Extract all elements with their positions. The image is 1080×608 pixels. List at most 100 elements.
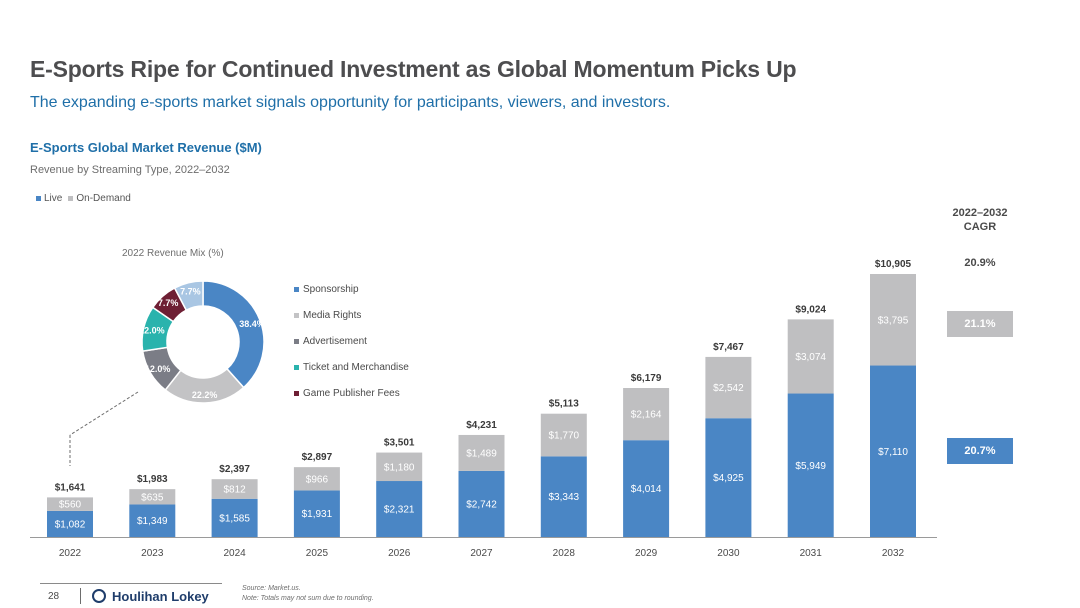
bar-live-2031 xyxy=(787,393,834,537)
bar-label-on-demand-2024: $812 xyxy=(223,484,246,495)
x-tick-2030: 2030 xyxy=(717,548,740,559)
bar-on-demand-2024 xyxy=(211,479,258,499)
bar-total-2026: $3,501 xyxy=(384,438,415,449)
mix-swatch-advertisement xyxy=(294,339,299,344)
bar-on-demand-2028 xyxy=(540,413,587,457)
donut-label-sponsorship: 38.4% xyxy=(239,319,265,329)
cagr-live: 20.7% xyxy=(947,438,1013,464)
bar-total-2022: $1,641 xyxy=(55,482,86,493)
footer-separator xyxy=(80,588,81,604)
donut-slice-sponsorship xyxy=(202,280,265,389)
donut-slice-other xyxy=(173,280,204,312)
bar-live-2028 xyxy=(540,456,587,537)
bar-total-2032: $10,905 xyxy=(875,259,912,270)
mix-swatch-media-rights xyxy=(294,313,299,318)
legend-swatch-live xyxy=(36,196,41,201)
mix-legend-item-media-rights: Media Rights xyxy=(294,309,414,322)
mix-label-publisher-fees: Game Publisher Fees xyxy=(303,388,400,399)
legend-label-live: Live xyxy=(44,193,63,204)
bar-on-demand-2023 xyxy=(129,489,176,505)
bar-label-live-2022: $1,082 xyxy=(55,519,86,530)
page-subtitle: The expanding e-sports market signals op… xyxy=(30,94,671,111)
mix-legend-item-publisher-fees: Game Publisher Fees xyxy=(294,387,414,400)
bar-label-on-demand-2030: $2,542 xyxy=(713,383,744,394)
bar-on-demand-2030 xyxy=(705,356,752,419)
bar-total-2031: $9,024 xyxy=(795,304,826,315)
source-note: Source: Market.us. Note: Totals may not … xyxy=(242,584,374,604)
bar-total-2027: $4,231 xyxy=(466,420,497,431)
chart-legend: Live On-Demand xyxy=(36,193,131,204)
mix-legend-item-advertisement: Advertisement xyxy=(294,335,414,348)
donut-label-media-rights: 22.2% xyxy=(192,390,218,400)
bar-live-2029 xyxy=(623,440,670,537)
x-tick-2025: 2025 xyxy=(306,548,329,559)
bar-label-on-demand-2029: $2,164 xyxy=(631,410,662,421)
chart-subtitle: Revenue by Streaming Type, 2022–2032 xyxy=(30,164,230,176)
x-tick-2032: 2032 xyxy=(882,548,905,559)
mix-legend: Sponsorship Media Rights Advertisement T… xyxy=(294,283,414,413)
bar-live-2023 xyxy=(129,504,176,537)
bar-on-demand-2025 xyxy=(293,467,340,491)
x-tick-2023: 2023 xyxy=(141,548,164,559)
bar-live-2027 xyxy=(458,470,505,537)
x-tick-2024: 2024 xyxy=(223,548,246,559)
bar-label-on-demand-2022: $560 xyxy=(59,500,82,511)
donut-label-advertisement: 12.0% xyxy=(145,364,171,374)
cagr-on-demand: 21.1% xyxy=(947,311,1013,337)
bar-label-live-2031: $5,949 xyxy=(795,461,826,472)
bar-live-2025 xyxy=(293,490,340,537)
brand-logo-icon xyxy=(92,589,106,603)
bar-label-live-2027: $2,742 xyxy=(466,499,497,510)
bar-label-live-2030: $4,925 xyxy=(713,473,744,484)
bar-total-2025: $2,897 xyxy=(302,452,333,463)
bar-label-live-2026: $2,321 xyxy=(384,505,415,516)
bar-total-2023: $1,983 xyxy=(137,474,168,485)
legend-item-live: Live xyxy=(36,193,62,204)
donut-label-other: 7.7% xyxy=(180,287,201,297)
legend-label-on-demand: On-Demand xyxy=(76,193,131,204)
mix-swatch-ticket xyxy=(294,365,299,370)
page-title: E-Sports Ripe for Continued Investment a… xyxy=(30,56,797,82)
donut-label-game-publisher-fees: 7.7% xyxy=(158,298,179,308)
x-tick-2022: 2022 xyxy=(59,548,82,559)
bar-total-2024: $2,397 xyxy=(219,464,250,475)
bar-label-on-demand-2031: $3,074 xyxy=(795,352,826,363)
donut-label-ticket-and-merchandise: 12.0% xyxy=(139,326,165,336)
note-text: Note: Totals may not sum due to rounding… xyxy=(242,595,374,602)
bar-label-live-2029: $4,014 xyxy=(631,484,662,495)
mix-swatch-sponsorship xyxy=(294,287,299,292)
mix-swatch-publisher-fees xyxy=(294,391,299,396)
mix-label-media-rights: Media Rights xyxy=(303,310,362,321)
bar-total-2028: $5,113 xyxy=(549,399,579,410)
bar-on-demand-2032 xyxy=(870,274,916,366)
cagr-total: 20.9% xyxy=(964,257,996,269)
mix-legend-item-sponsorship: Sponsorship xyxy=(294,283,414,296)
bar-label-on-demand-2023: $635 xyxy=(141,492,164,503)
source-text: Source: Market.us. xyxy=(242,585,301,592)
mix-label-ticket: Ticket and Merchandise xyxy=(303,362,409,373)
legend-item-on-demand: On-Demand xyxy=(68,193,131,204)
cagr-header: 2022–2032 CAGR xyxy=(952,207,1008,233)
bar-label-live-2023: $1,349 xyxy=(137,516,168,527)
bar-on-demand-2022 xyxy=(47,497,93,511)
bar-on-demand-2029 xyxy=(623,388,670,441)
bar-label-live-2028: $3,343 xyxy=(549,492,580,503)
bar-label-on-demand-2032: $3,795 xyxy=(878,315,909,326)
x-tick-2031: 2031 xyxy=(800,548,823,559)
mix-label-sponsorship: Sponsorship xyxy=(303,284,359,295)
bar-live-2030 xyxy=(705,418,752,537)
bar-label-live-2032: $7,110 xyxy=(878,447,908,458)
brand-name: Houlihan Lokey xyxy=(112,589,209,604)
bar-on-demand-2027 xyxy=(458,434,505,471)
bar-label-on-demand-2026: $1,180 xyxy=(384,462,415,473)
bar-on-demand-2031 xyxy=(787,319,834,394)
legend-swatch-on-demand xyxy=(68,196,74,201)
bar-label-live-2024: $1,585 xyxy=(219,513,250,524)
bar-live-2032 xyxy=(870,365,916,537)
bar-live-2026 xyxy=(376,481,423,537)
bar-label-live-2025: $1,931 xyxy=(302,509,333,520)
bar-total-2029: $6,179 xyxy=(631,373,662,384)
donut-connector-line xyxy=(69,391,139,436)
mix-label-advertisement: Advertisement xyxy=(303,336,367,347)
